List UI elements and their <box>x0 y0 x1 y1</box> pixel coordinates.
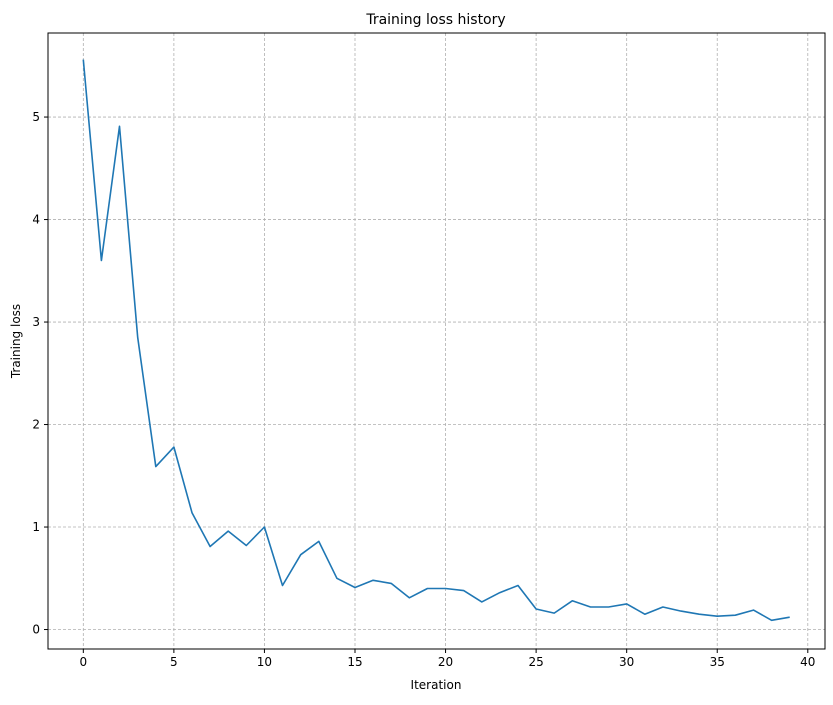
x-tick-label: 35 <box>710 655 725 669</box>
x-tick-label: 25 <box>528 655 543 669</box>
plot-frame <box>48 33 825 649</box>
x-tick-label: 40 <box>800 655 815 669</box>
x-axis-label: Iteration <box>411 678 462 692</box>
x-tick-label: 20 <box>438 655 453 669</box>
series <box>83 60 789 621</box>
grid <box>48 33 825 649</box>
y-tick-label: 2 <box>32 418 40 432</box>
x-tick-label: 0 <box>79 655 87 669</box>
chart-title: Training loss history <box>365 12 505 28</box>
x-tick-label: 5 <box>170 655 178 669</box>
ticks: 0 5 10 15 20 25 30 35 40 0 1 2 3 4 5 <box>32 110 815 669</box>
x-tick-label: 30 <box>619 655 634 669</box>
x-tick-label: 15 <box>347 655 362 669</box>
y-axis-label: Training loss <box>9 304 23 379</box>
y-tick-label: 0 <box>32 623 40 637</box>
loss-line <box>83 60 789 621</box>
y-tick-label: 5 <box>32 110 40 124</box>
y-tick-label: 1 <box>32 520 40 534</box>
x-tick-label: 10 <box>257 655 272 669</box>
y-tick-label: 3 <box>32 315 40 329</box>
y-tick-label: 4 <box>32 213 40 227</box>
